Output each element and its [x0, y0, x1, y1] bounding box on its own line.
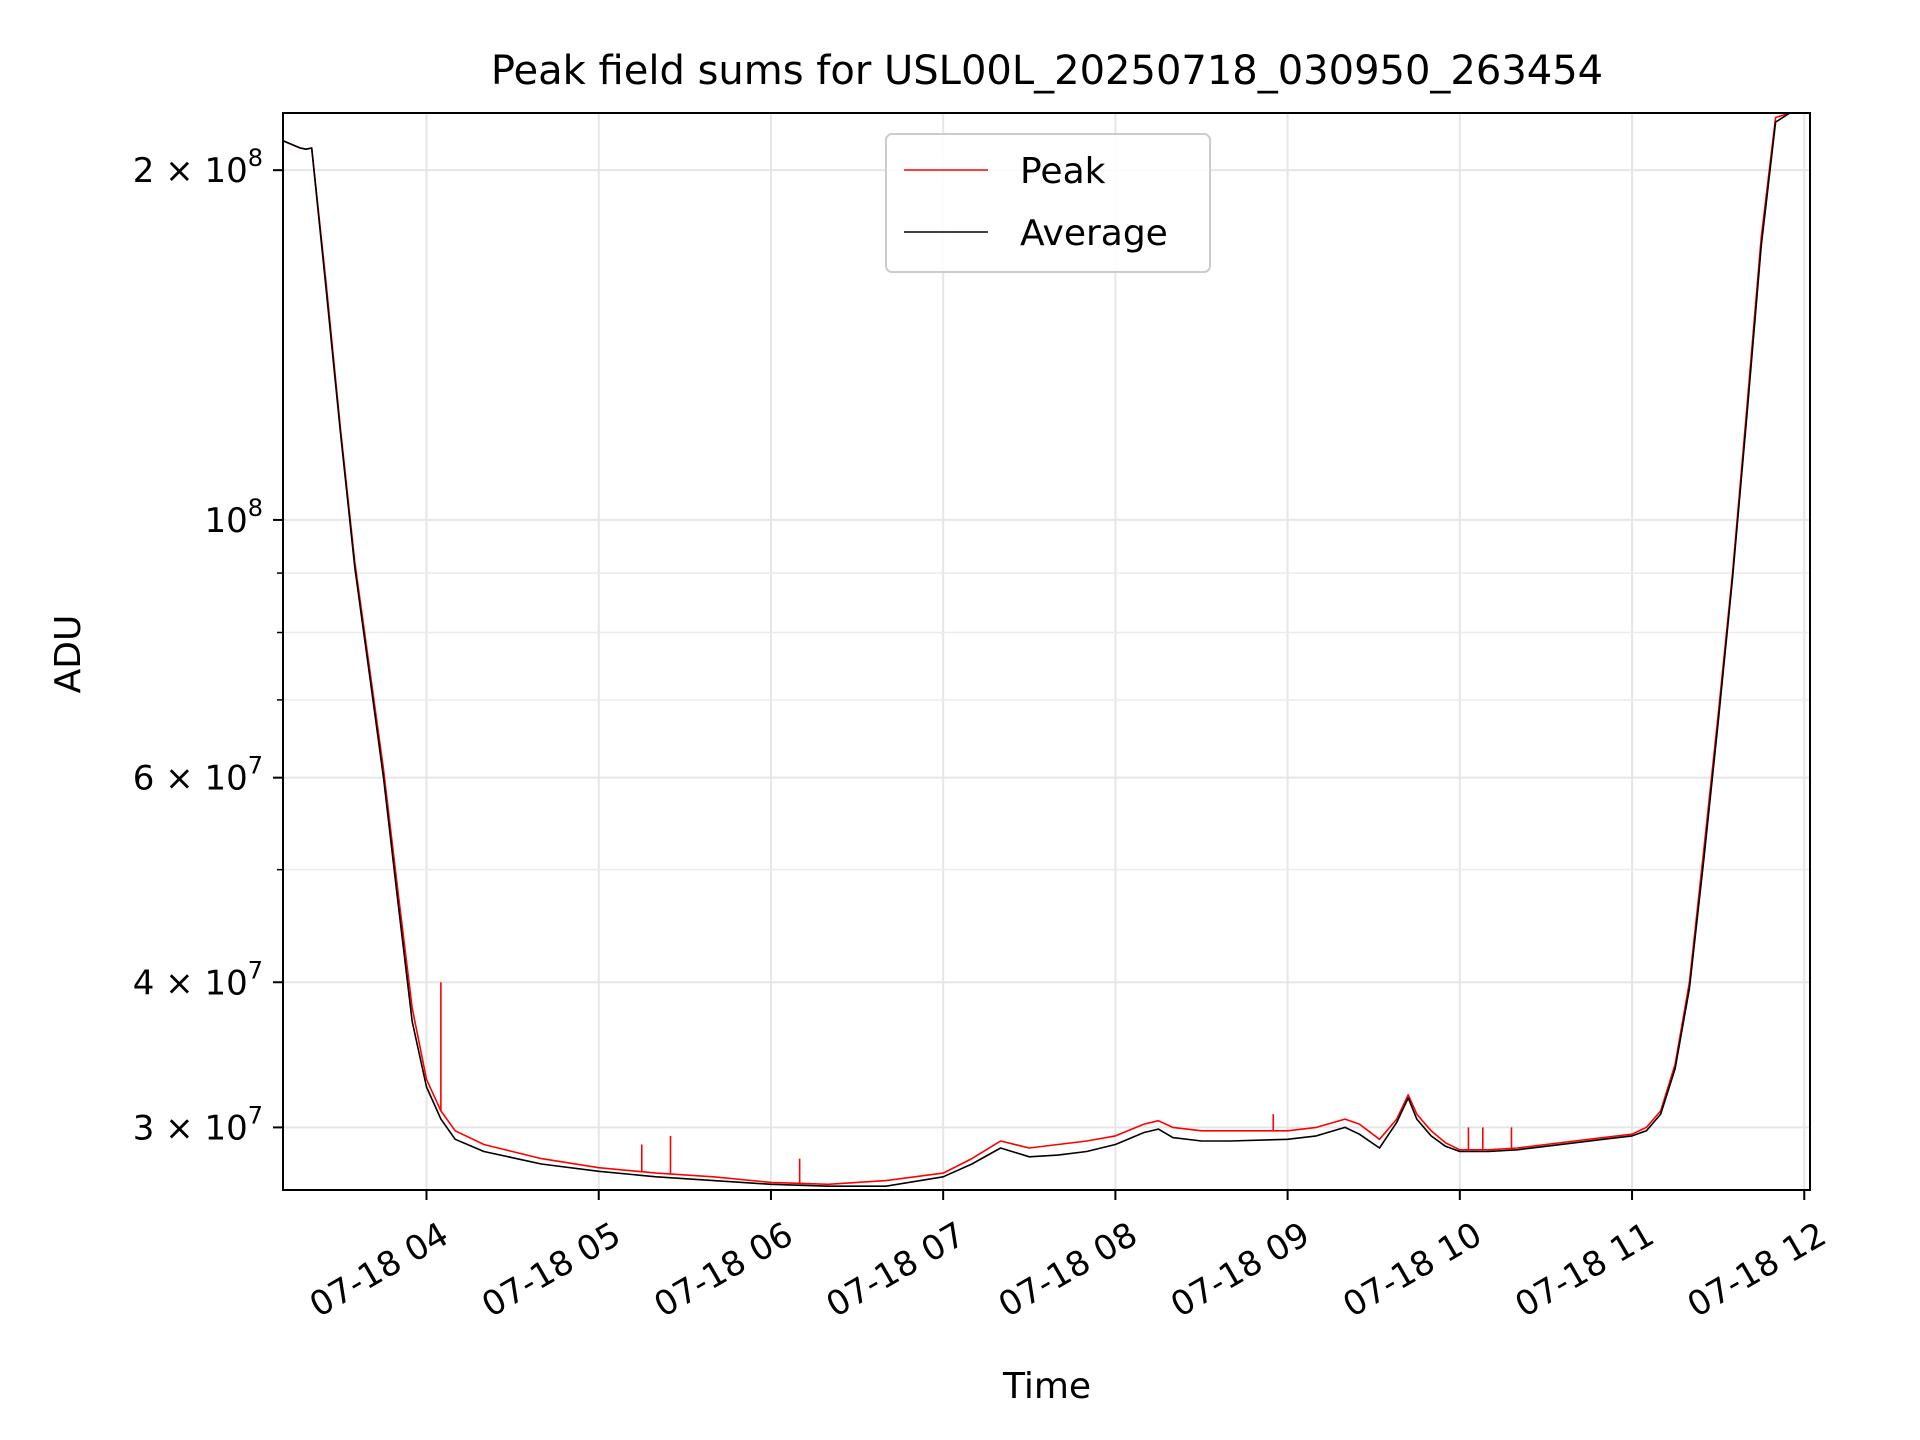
y-tick-mantissa: 4 × 10	[133, 963, 248, 1003]
legend: Peak Average	[885, 133, 1211, 273]
x-tick-label: 07-18 10	[1336, 1215, 1488, 1326]
plot-frame	[282, 112, 1811, 1191]
x-tick-label: 07-18 11	[1509, 1215, 1661, 1326]
y-tick-exponent: 7	[248, 1101, 263, 1129]
x-tick-label: 07-18 06	[647, 1215, 799, 1326]
y-tick-exponent: 7	[248, 956, 263, 984]
axis-ticks: 07-18 04 07-18 05 07-18 06 07-18 07 07-18 08…	[133, 144, 1833, 1326]
x-tick-label: 07-18 08	[992, 1215, 1144, 1326]
y-tick-mantissa: 10	[204, 501, 247, 541]
y-tick-mantissa: 6 × 10	[133, 759, 248, 799]
series-line-average	[283, 113, 1810, 1187]
series-layer	[283, 113, 1810, 1187]
y-tick-mantissa: 2 × 10	[133, 151, 248, 191]
grid	[283, 113, 1810, 1190]
x-tick-label: 07-18 07	[820, 1215, 972, 1326]
y-tick-mantissa: 3 × 10	[133, 1108, 248, 1148]
chart-title: Peak field sums for USL00L_20250718_0309…	[491, 48, 1603, 94]
y-tick-exponent: 7	[248, 752, 263, 780]
x-tick-label: 07-18 05	[475, 1215, 627, 1326]
x-tick-label: 07-18 09	[1164, 1215, 1316, 1326]
legend-label-average: Average	[1020, 213, 1168, 254]
x-tick-label: 07-18 04	[303, 1215, 455, 1326]
y-axis-label: ADU	[48, 615, 89, 694]
x-tick-label: 07-18 12	[1681, 1215, 1833, 1326]
y-tick-label: 108	[204, 494, 263, 541]
y-tick-label: 4 × 107	[133, 956, 263, 1003]
x-axis-label: Time	[1002, 1366, 1091, 1407]
y-tick-label: 6 × 107	[133, 752, 263, 799]
legend-label-peak: Peak	[1020, 151, 1106, 192]
y-tick-label: 3 × 107	[133, 1101, 263, 1148]
y-tick-exponent: 8	[248, 494, 263, 522]
y-tick-exponent: 8	[248, 144, 263, 172]
y-tick-label: 2 × 108	[133, 144, 263, 191]
legend-box	[885, 133, 1211, 273]
series-line-peak	[283, 113, 1810, 1186]
